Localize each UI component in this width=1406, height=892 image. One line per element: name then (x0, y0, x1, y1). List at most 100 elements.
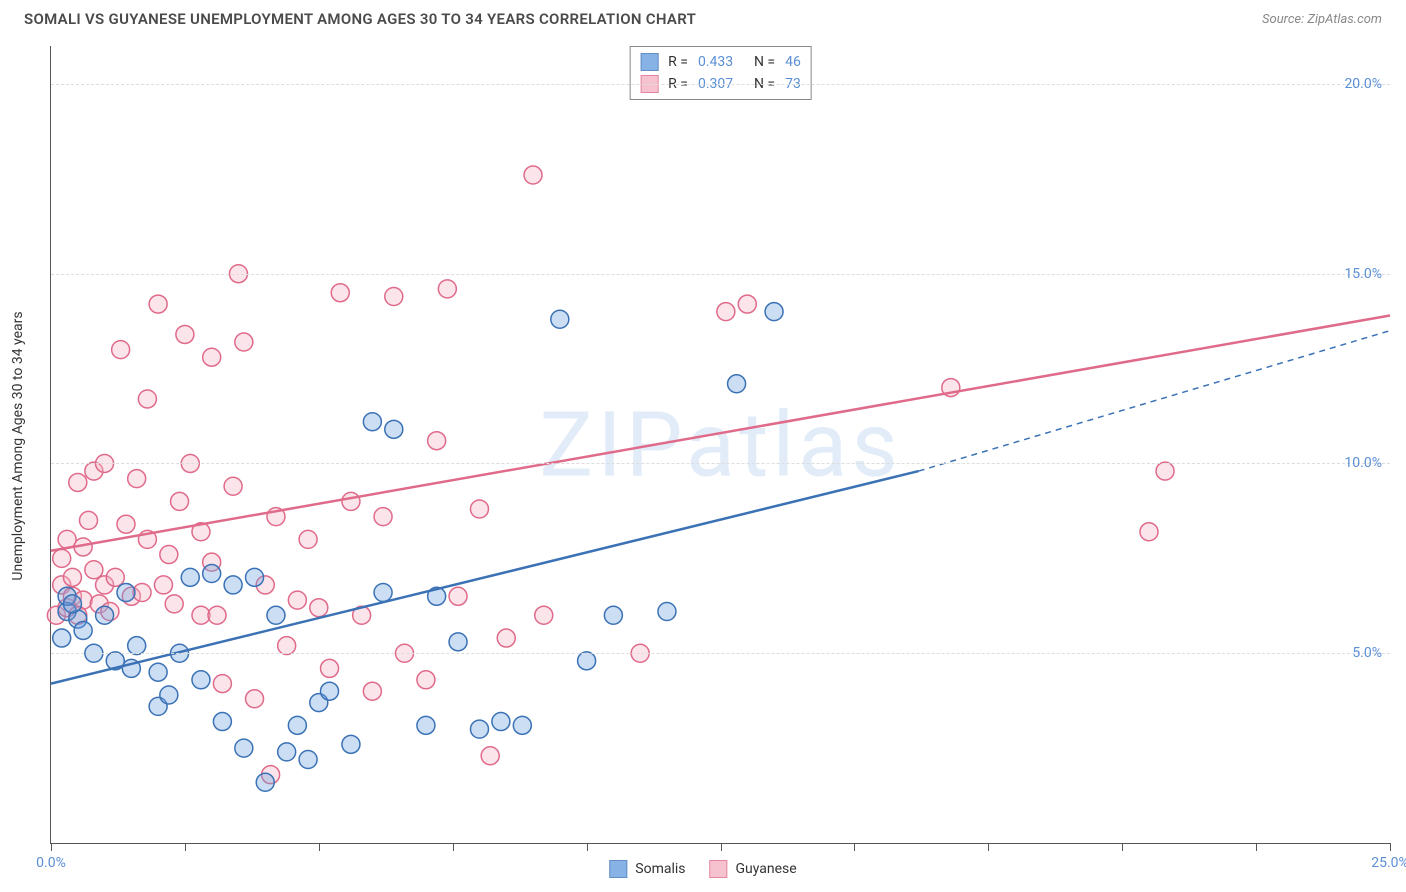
scatter-point-guyanese (331, 284, 349, 302)
scatter-point-somalis (53, 629, 71, 647)
scatter-point-somalis (551, 310, 569, 328)
scatter-point-somalis (128, 637, 146, 655)
scatter-point-somalis (363, 413, 381, 431)
scatter-point-guyanese (246, 690, 264, 708)
source-attribution: Source: ZipAtlas.com (1262, 12, 1382, 27)
y-tick-label: 10.0% (1344, 455, 1382, 471)
series-legend: Somalis Guyanese (609, 860, 796, 878)
x-tick-label: 25.0% (1371, 855, 1406, 871)
scatter-point-guyanese (321, 659, 339, 677)
legend-label-somalis: Somalis (635, 861, 685, 877)
gridline (51, 84, 1390, 85)
x-tick (988, 843, 989, 851)
scatter-point-somalis (342, 735, 360, 753)
scatter-point-somalis (160, 686, 178, 704)
scatter-point-guyanese (374, 508, 392, 526)
scatter-point-guyanese (738, 295, 756, 313)
scatter-point-guyanese (53, 549, 71, 567)
trend-line-dashed-somalis (919, 331, 1390, 471)
x-tick (854, 843, 855, 851)
scatter-point-guyanese (208, 606, 226, 624)
scatter-point-somalis (192, 671, 210, 689)
scatter-point-somalis (658, 602, 676, 620)
scatter-point-somalis (203, 565, 221, 583)
scatter-point-guyanese (69, 473, 87, 491)
scatter-point-guyanese (470, 500, 488, 518)
scatter-point-guyanese (524, 166, 542, 184)
scatter-point-guyanese (133, 584, 151, 602)
y-tick-label: 5.0% (1352, 645, 1382, 661)
x-tick (51, 843, 52, 851)
x-tick (1390, 843, 1391, 851)
scatter-point-guyanese (112, 341, 130, 359)
scatter-point-somalis (267, 606, 285, 624)
y-axis-label: Unemployment Among Ages 30 to 34 years (10, 311, 26, 580)
scatter-point-guyanese (235, 333, 253, 351)
scatter-point-somalis (181, 568, 199, 586)
x-tick (319, 843, 320, 851)
scatter-point-guyanese (385, 287, 403, 305)
n-label: N = (754, 51, 775, 73)
scatter-point-guyanese (213, 675, 231, 693)
legend-item-somalis: Somalis (609, 860, 685, 878)
gridline (51, 653, 1390, 654)
gridline (51, 274, 1390, 275)
scatter-point-somalis (449, 633, 467, 651)
scatter-point-guyanese (176, 325, 194, 343)
scatter-point-guyanese (224, 477, 242, 495)
legend-item-guyanese: Guyanese (710, 860, 797, 878)
scatter-point-somalis (224, 576, 242, 594)
scatter-point-somalis (246, 568, 264, 586)
scatter-point-guyanese (1156, 462, 1174, 480)
scatter-point-somalis (492, 713, 510, 731)
r-value-somalis: 0.433 (698, 51, 744, 73)
scatter-point-guyanese (717, 303, 735, 321)
scatter-point-guyanese (138, 390, 156, 408)
scatter-point-somalis (470, 720, 488, 738)
scatter-point-guyanese (203, 348, 221, 366)
scatter-point-guyanese (535, 606, 553, 624)
scatter-point-somalis (235, 739, 253, 757)
scatter-point-somalis (765, 303, 783, 321)
scatter-point-guyanese (106, 568, 124, 586)
scatter-point-somalis (417, 716, 435, 734)
scatter-point-guyanese (85, 561, 103, 579)
scatter-point-guyanese (154, 576, 172, 594)
x-tick (587, 843, 588, 851)
scatter-point-guyanese (192, 606, 210, 624)
gridline (51, 463, 1390, 464)
scatter-point-somalis (117, 584, 135, 602)
correlation-legend: R = 0.433 N = 46 R = 0.307 N = 73 (629, 46, 812, 100)
scatter-point-guyanese (428, 432, 446, 450)
scatter-point-guyanese (438, 280, 456, 298)
scatter-point-guyanese (160, 546, 178, 564)
scatter-point-guyanese (149, 295, 167, 313)
scatter-point-guyanese (481, 747, 499, 765)
scatter-point-somalis (63, 595, 81, 613)
scatter-point-somalis (513, 716, 531, 734)
scatter-point-guyanese (342, 492, 360, 510)
scatter-point-guyanese (299, 530, 317, 548)
scatter-point-somalis (374, 584, 392, 602)
scatter-point-guyanese (128, 470, 146, 488)
scatter-point-somalis (96, 606, 114, 624)
r-label: R = (668, 51, 688, 73)
x-tick (453, 843, 454, 851)
scatter-point-somalis (299, 751, 317, 769)
legend-swatch-somalis (609, 860, 627, 878)
y-tick-label: 15.0% (1344, 266, 1382, 282)
scatter-point-guyanese (165, 595, 183, 613)
scatter-point-somalis (278, 743, 296, 761)
scatter-point-somalis (288, 716, 306, 734)
x-tick-label: 0.0% (36, 855, 66, 871)
x-tick (1256, 843, 1257, 851)
x-tick (721, 843, 722, 851)
scatter-point-guyanese (449, 587, 467, 605)
scatter-point-somalis (385, 420, 403, 438)
x-tick (1122, 843, 1123, 851)
n-value-somalis: 46 (785, 51, 801, 73)
scatter-svg (51, 46, 1390, 843)
scatter-point-guyanese (117, 515, 135, 533)
scatter-point-guyanese (278, 637, 296, 655)
y-tick-label: 20.0% (1344, 76, 1382, 92)
